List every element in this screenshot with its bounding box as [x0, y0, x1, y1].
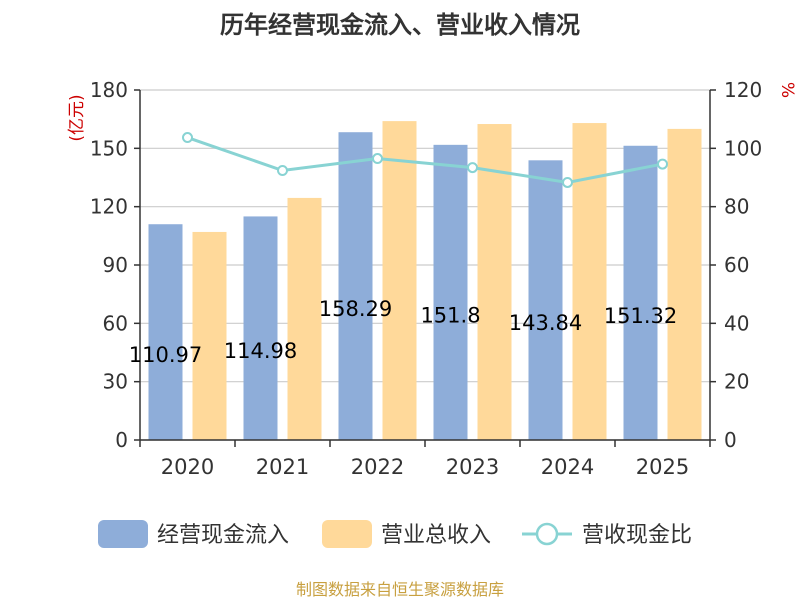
- bar-cash-inflow-2022: [338, 132, 373, 441]
- y-left-tick-label: 30: [103, 370, 128, 394]
- bar-cash-inflow-2021: [243, 216, 278, 440]
- data-label-cash-inflow-2024: 143.84: [509, 311, 582, 335]
- data-label-cash-inflow-2023: 151.8: [420, 303, 480, 327]
- x-tick-label-2025: 2025: [636, 455, 689, 479]
- ratio-point-2025: [657, 158, 668, 170]
- data-label-cash-inflow-2022: 158.29: [319, 297, 392, 321]
- legend-label-ratio: 营收现金比: [582, 523, 692, 548]
- ratio-point-2023: [467, 162, 478, 174]
- legend-label-cash-inflow: 经营现金流入: [157, 523, 289, 548]
- legend-label-revenue: 营业总收入: [381, 523, 491, 548]
- y-right-tick-label: 100: [724, 136, 762, 160]
- bar-cash-inflow-2020: [148, 224, 183, 440]
- bar-revenue-2023: [477, 124, 512, 441]
- grid-lines: [140, 89, 710, 441]
- bar-cash-inflow-2024: [528, 160, 563, 441]
- y-right-tick-label: 0: [724, 428, 737, 452]
- y-right-tick-label: 120: [724, 78, 762, 102]
- y-left-tick-label: 180: [90, 78, 128, 102]
- legend-swatch-revenue: [322, 520, 372, 548]
- y-left-tick-label: 150: [90, 136, 128, 160]
- data-label-cash-inflow-2025: 151.32: [604, 304, 677, 328]
- data-label-cash-inflow-2020: 110.97: [129, 343, 202, 367]
- bar-cash-inflow-2023: [433, 144, 468, 441]
- y-right-tick-label: 60: [724, 253, 749, 277]
- ratio-point-2020: [182, 132, 193, 144]
- chart-title: 历年经营现金流入、营业收入情况: [220, 11, 580, 39]
- ratio-point-2022: [372, 153, 383, 165]
- bar-revenue-2024: [572, 123, 607, 441]
- ratio-point-2024: [562, 176, 573, 188]
- x-tick-label-2022: 2022: [351, 455, 404, 479]
- y-left-unit-label: (亿元): [67, 94, 87, 141]
- axes: 0 30 60 90 120 150 180 0 20 40 60 80 100 120 2020 2021 2…: [90, 78, 762, 479]
- bars: [148, 121, 702, 441]
- source-note: 制图数据来自恒生聚源数据库: [296, 580, 504, 599]
- x-tick-label-2020: 2020: [161, 455, 214, 479]
- x-tick-label-2024: 2024: [541, 455, 594, 479]
- y-right-tick-label: 80: [724, 195, 749, 219]
- ratio-point-2021: [277, 165, 288, 176]
- legend-swatch-ratio-marker: [535, 522, 559, 546]
- ratio-line: [182, 132, 668, 188]
- data-label-cash-inflow-2021: 114.98: [224, 339, 297, 363]
- y-left-tick-label: 0: [115, 428, 128, 452]
- bar-revenue-2022: [382, 121, 417, 440]
- bar-cash-inflow-2025: [623, 145, 658, 440]
- data-labels: 110.97 114.98 158.29 151.8 143.84 151.32: [129, 297, 677, 367]
- y-right-unit-label: %: [777, 82, 797, 98]
- legend: 经营现金流入 营业总收入 营收现金比: [98, 520, 692, 548]
- bar-revenue-2020: [192, 231, 227, 440]
- y-left-tick-label: 120: [90, 195, 128, 219]
- bar-revenue-2025: [667, 128, 702, 440]
- legend-swatch-cash-inflow: [98, 520, 148, 548]
- y-right-tick-label: 40: [724, 311, 749, 335]
- ratio-line-path: [187, 136, 663, 184]
- y-left-tick-label: 60: [103, 311, 128, 335]
- x-tick-label-2023: 2023: [446, 455, 499, 479]
- y-left-tick-label: 90: [103, 253, 128, 277]
- bar-revenue-2021: [287, 197, 322, 440]
- x-tick-label-2021: 2021: [256, 455, 309, 479]
- y-right-tick-label: 20: [724, 370, 749, 394]
